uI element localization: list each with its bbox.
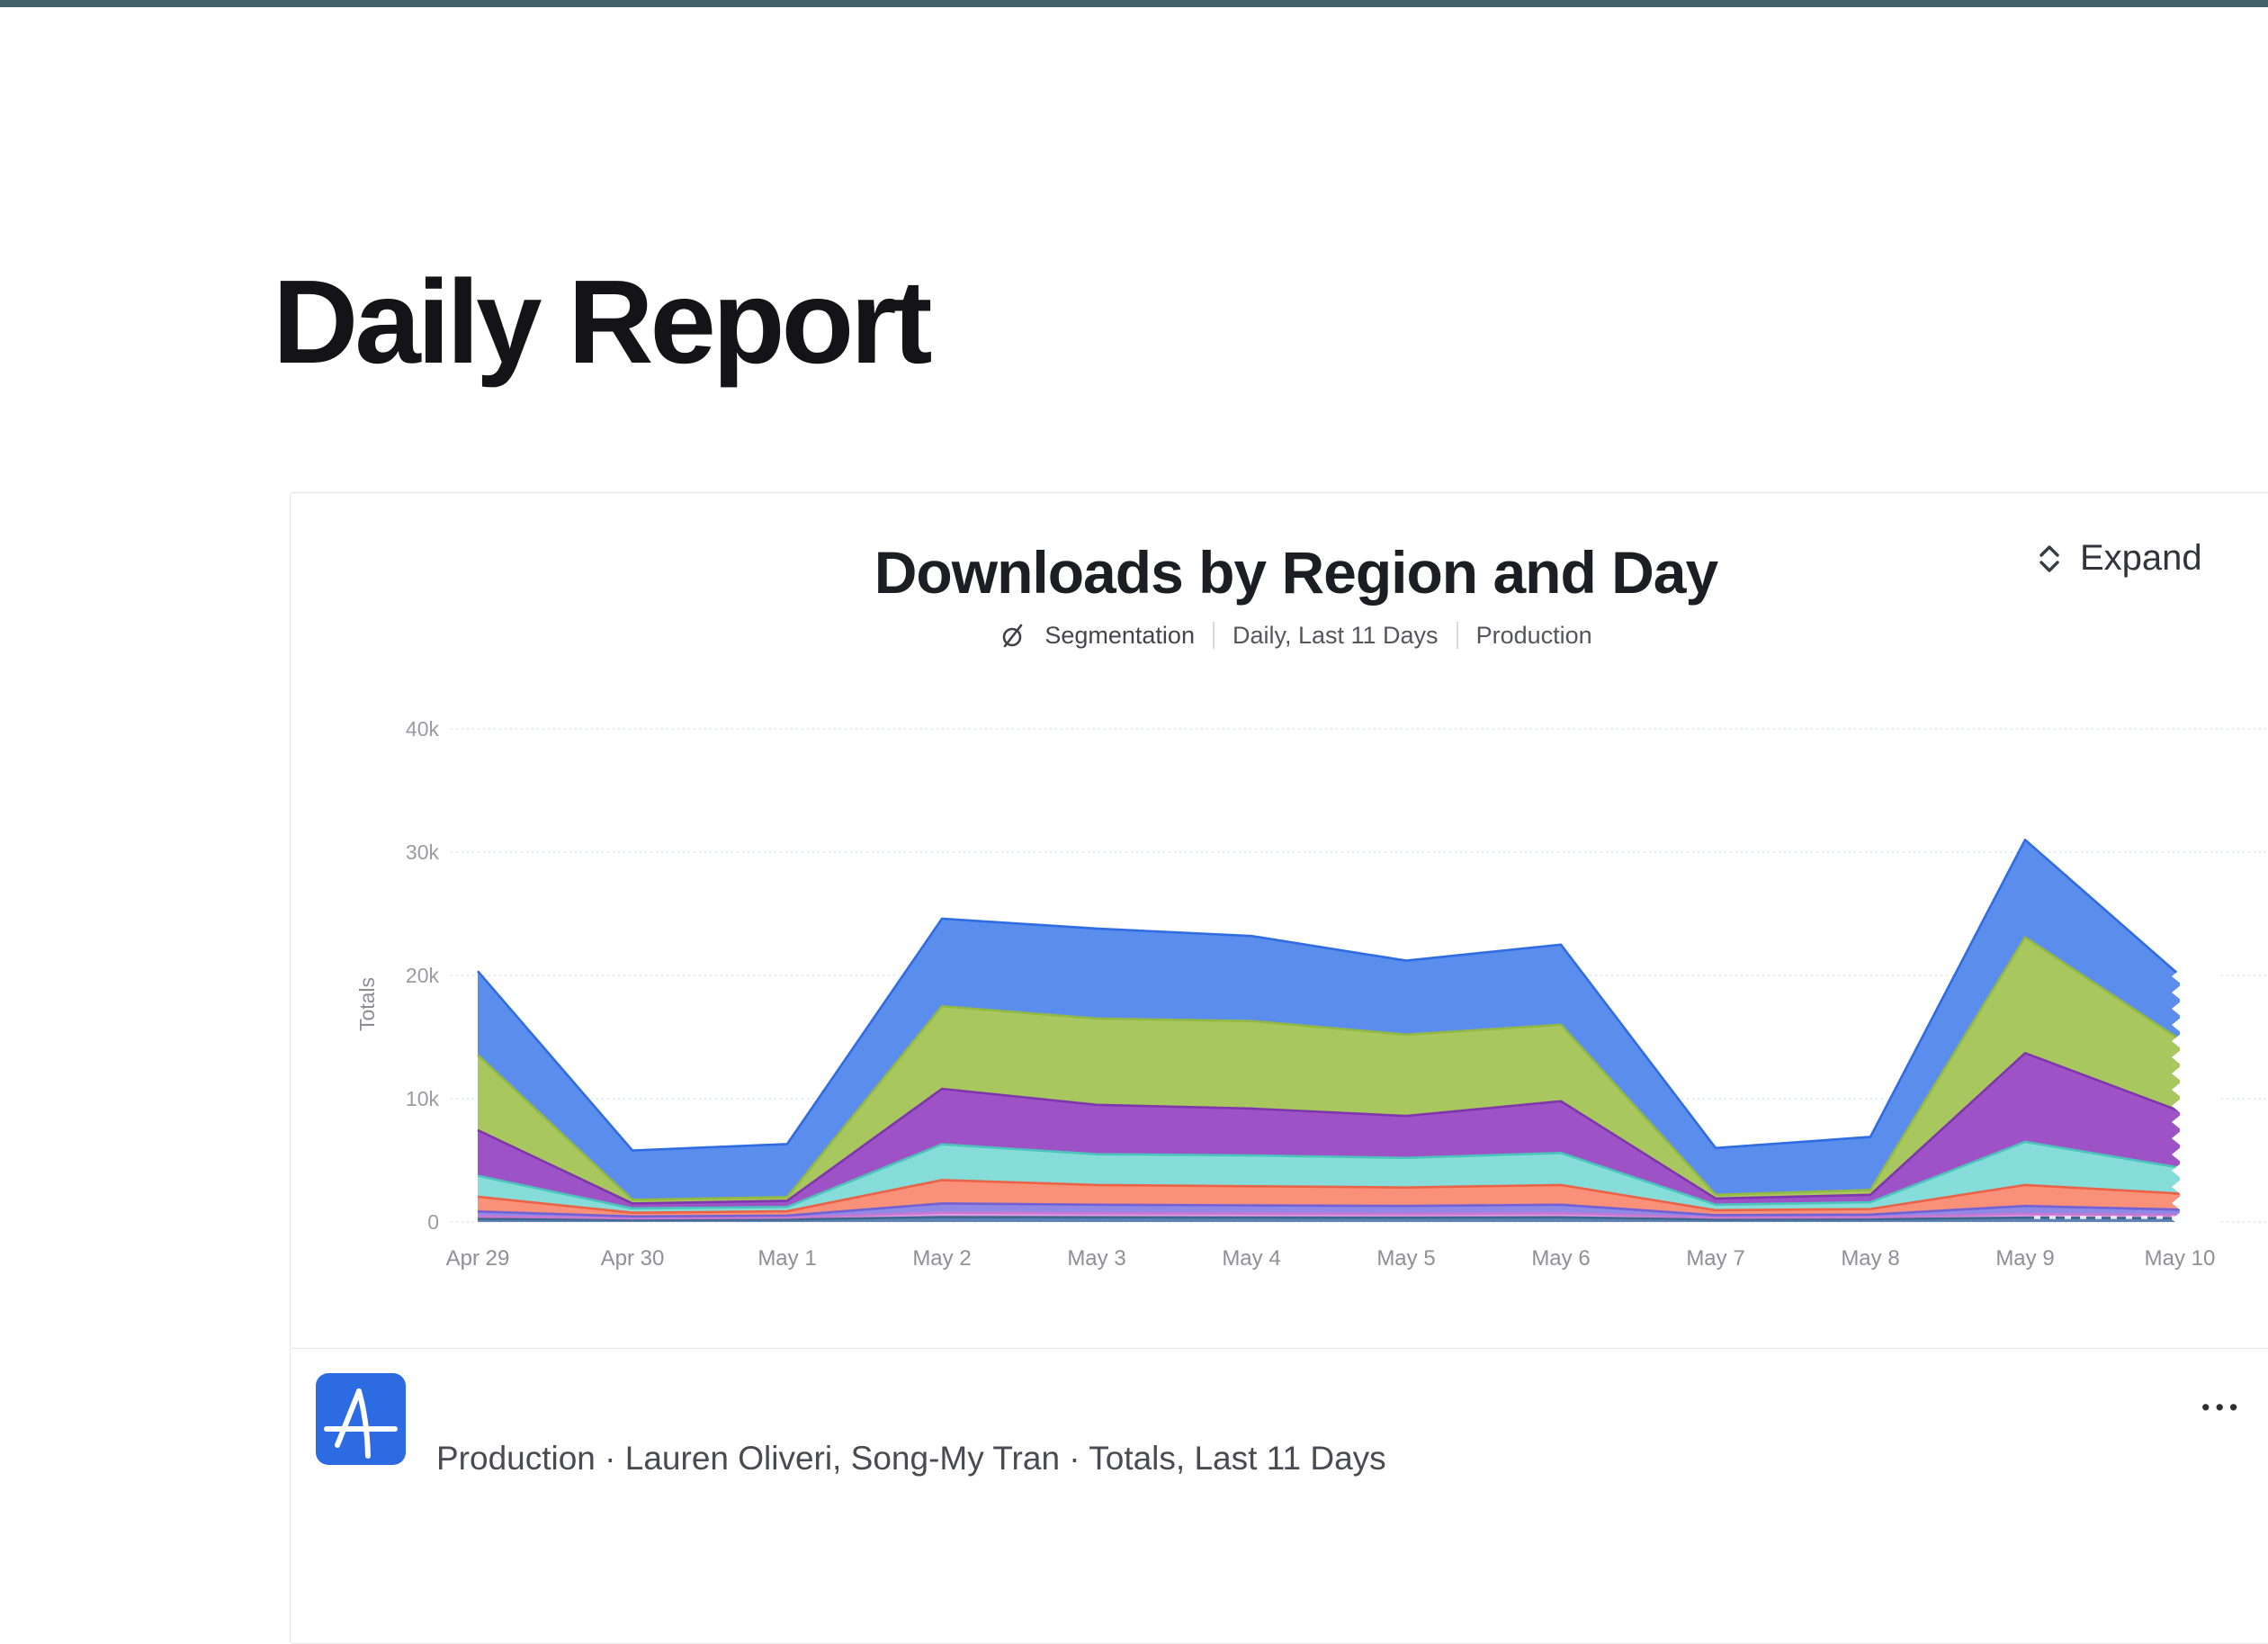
environment-label: Production — [1475, 621, 1592, 649]
date-range-label: Daily, Last 11 Days — [1232, 621, 1439, 649]
svg-text:Apr 29: Apr 29 — [446, 1246, 510, 1271]
clipped-edge-sawtooth — [2172, 968, 2220, 1227]
amplitude-logo-icon — [316, 1373, 406, 1465]
expand-button[interactable]: Expand — [2032, 538, 2202, 579]
svg-text:May 8: May 8 — [1841, 1246, 1899, 1271]
area-strokes — [477, 839, 2181, 1221]
svg-text:May 4: May 4 — [1222, 1246, 1280, 1271]
page-title: Daily Report — [273, 256, 932, 388]
x-axis-tick-labels: Apr 29 Apr 30 May 1 May 2 May 3 May 4 May 5 May… — [446, 1246, 2216, 1271]
svg-text:May 2: May 2 — [912, 1246, 971, 1271]
subtitle-separator — [1456, 622, 1458, 649]
svg-text:May 7: May 7 — [1686, 1246, 1744, 1271]
top-accent-bar — [0, 0, 2268, 7]
svg-text:40k: 40k — [406, 717, 440, 741]
area-series-blue — [478, 840, 2180, 1200]
chart-header: Downloads by Region and Day Segmentation… — [291, 493, 2268, 650]
svg-text:20k: 20k — [406, 964, 440, 987]
svg-text:Apr 30: Apr 30 — [601, 1246, 665, 1271]
chart-card: Downloads by Region and Day Segmentation… — [290, 492, 2268, 1644]
svg-text:May 9: May 9 — [1995, 1246, 2054, 1271]
area-series-turquoise — [478, 1141, 2180, 1213]
area-series-green — [478, 937, 2180, 1204]
subtitle-separator — [1212, 622, 1215, 649]
expand-label: Expand — [2080, 538, 2202, 578]
more-options-button[interactable]: ••• — [2196, 1393, 2248, 1423]
chart-subtitle: Segmentation Daily, Last 11 Days Product… — [291, 621, 2268, 650]
y-axis-tick-labels: 0 10k 20k 30k 40k — [406, 717, 440, 1234]
card-divider — [291, 1348, 2268, 1349]
card-footer: Production · Lauren Oliveri, Song-My Tra… — [316, 1373, 1386, 1477]
chart-type-label: Segmentation — [1044, 621, 1195, 649]
svg-text:May 1: May 1 — [757, 1246, 816, 1271]
footer-source-text: Production · Lauren Oliveri, Song-My Tra… — [436, 1440, 1386, 1477]
svg-text:May 10: May 10 — [2145, 1246, 2216, 1271]
svg-text:May 3: May 3 — [1067, 1246, 1125, 1271]
chart-title: Downloads by Region and Day — [874, 539, 1718, 606]
svg-text:0: 0 — [427, 1210, 439, 1234]
svg-text:10k: 10k — [406, 1087, 440, 1110]
segmentation-icon — [1000, 621, 1026, 650]
area-series-coral — [478, 1180, 2180, 1217]
stacked-area-chart[interactable]: 0 10k 20k 30k 40k Totals Apr 29 Apr 30 May 1 May … — [291, 673, 2268, 1323]
y-axis-title: Totals — [355, 977, 379, 1031]
area-series-purple — [478, 1053, 2180, 1208]
svg-text:May 5: May 5 — [1376, 1246, 1435, 1271]
svg-text:May 6: May 6 — [1531, 1246, 1590, 1271]
svg-text:30k: 30k — [406, 840, 440, 864]
expand-collapse-icon — [2032, 541, 2066, 577]
